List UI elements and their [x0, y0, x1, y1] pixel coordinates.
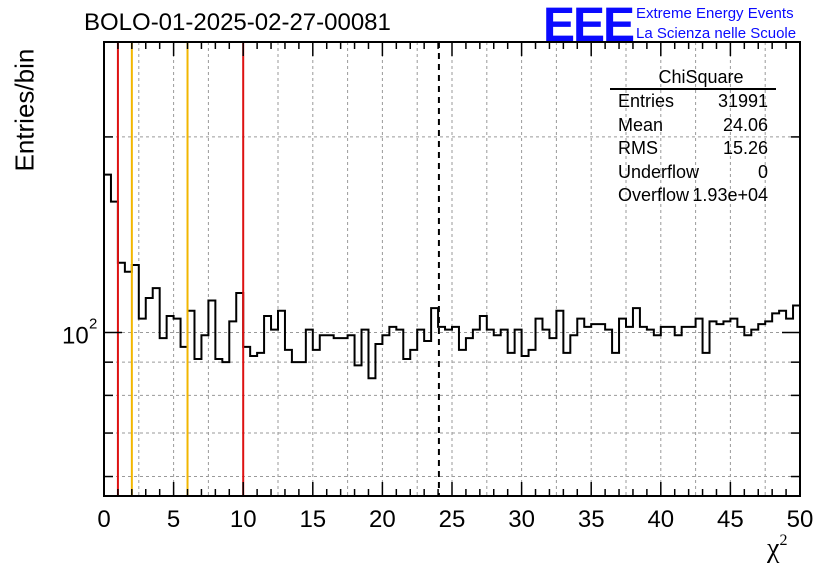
stats-row-mean: Mean 24.06 [610, 114, 776, 138]
stats-label: Mean [618, 114, 664, 135]
stats-box: ChiSquare Entries 31991 Mean 24.06 RMS 15.2… [610, 66, 776, 208]
x-axis-label-text: χ [767, 533, 780, 564]
stats-value: 1.93e+04 [692, 185, 768, 205]
x-axis-label: χ2 [767, 531, 788, 565]
x-tick-label: 30 [508, 506, 535, 533]
x-axis-label-sup: 2 [779, 531, 788, 549]
stats-row-overflow: Overflow 1.93e+04 [610, 184, 776, 208]
stats-row-entries: Entries 31991 [610, 90, 776, 114]
stats-value: 24.06 [722, 114, 768, 135]
stats-title: ChiSquare [610, 66, 776, 90]
x-tick-label: 40 [647, 506, 674, 533]
x-tick-label: 25 [439, 506, 466, 533]
x-tick-label: 20 [369, 506, 396, 533]
x-tick-label: 35 [578, 506, 605, 533]
y-tick-label: 10 [62, 322, 89, 349]
logo-line-2: La Scienza nelle Scuole [636, 25, 797, 42]
x-tick-label: 0 [97, 506, 110, 533]
stats-label: Entries [618, 91, 675, 111]
logo-line-1: Extreme Energy Events [636, 5, 794, 22]
stats-label: Underflow [618, 161, 700, 182]
eee-logo: EEE [543, 0, 635, 52]
x-tick-label: 15 [299, 506, 326, 533]
x-tick-label: 5 [167, 506, 180, 533]
chart-title: BOLO-01-2025-02-27-00081 [84, 9, 391, 36]
x-tick-label: 45 [717, 506, 744, 533]
stats-value: 31991 [717, 91, 768, 111]
stats-label: RMS [618, 138, 658, 158]
stats-row-rms: RMS 15.26 [610, 137, 776, 161]
y-tick-label-exponent: 2 [89, 315, 97, 332]
stats-label: Overflow [618, 185, 690, 205]
logo-text: Extreme Energy Events La Scienza nelle S… [636, 4, 796, 44]
x-tick-label: 50 [787, 506, 814, 533]
stats-value: 15.26 [722, 138, 768, 158]
histogram-series [104, 173, 800, 380]
stats-value: 0 [757, 161, 768, 182]
stats-row-underflow: Underflow 0 [610, 161, 776, 185]
x-tick-label: 10 [230, 506, 257, 533]
y-axis-label: Entries/bin [9, 48, 40, 172]
